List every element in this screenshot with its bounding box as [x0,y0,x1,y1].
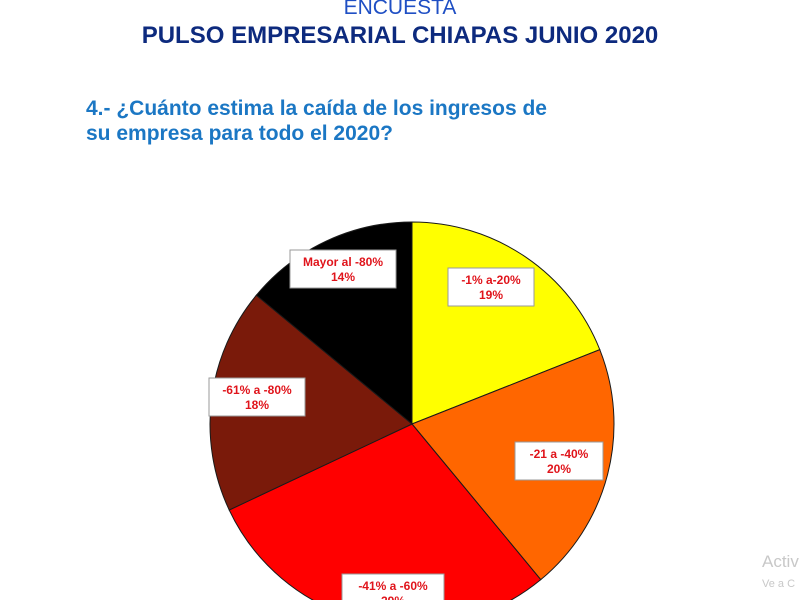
pie-callouts: -1% a-20%19%-21 a -40%20%-41% a -60%29%-… [208,249,604,600]
slice-percent-label: 18% [245,398,269,412]
slice-callout: -41% a -60%29% [341,573,445,600]
slice-label: -21 a -40% [530,447,589,461]
slice-label: -1% a-20% [461,273,521,287]
callout-box [447,267,535,307]
callout-box [514,441,604,481]
callout-box [341,573,445,600]
callout-box [289,249,397,289]
survey-title: PULSO EMPRESARIAL CHIAPAS JUNIO 2020 [141,22,659,49]
slice-callout: Mayor al -80%14% [289,249,397,289]
activation-watermark: Activ [762,552,799,571]
callout-box [208,377,306,417]
pie-slice [228,423,542,600]
slice-percent-label: 14% [331,270,355,284]
slice-percent-label: 29% [381,594,405,600]
slice-callout: -61% a -80%18% [208,377,306,417]
question-line-2: su empresa para todo el 2020? [86,122,393,146]
slice-label: -41% a -60% [358,579,428,593]
slice-percent-label: 19% [479,288,503,302]
slice-callout: -21 a -40%20% [514,441,604,481]
pie-slice [411,348,615,581]
slice-callout: -1% a-20%19% [447,267,535,307]
question-line-1: 4.- ¿Cuánto estima la caída de los ingre… [86,97,547,120]
survey-label: ENCUESTA [343,0,457,19]
slice-label: -61% a -80% [222,383,292,397]
question-text: 4.- ¿Cuánto estima la caída de los ingre… [86,96,646,146]
slice-percent-label: 20% [547,462,571,476]
slice-label: Mayor al -80% [303,255,383,269]
activation-watermark-sub: Ve a C [762,578,796,590]
